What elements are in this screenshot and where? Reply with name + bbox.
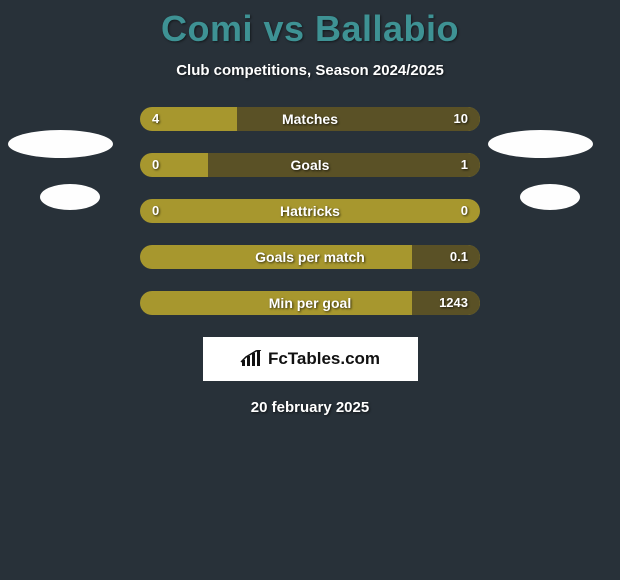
stat-right-value: 1243 [439, 291, 468, 315]
stat-bar: 0Goals1 [140, 153, 480, 177]
comparison-bars: 4Matches100Goals10Hattricks0Goals per ma… [140, 107, 480, 315]
barchart-icon [240, 350, 262, 368]
avatar-ellipse [8, 130, 113, 158]
stat-right-value: 1 [461, 153, 468, 177]
stat-right-value: 0 [461, 199, 468, 223]
chart-area: 4Matches100Goals10Hattricks0Goals per ma… [0, 107, 620, 416]
page-title: Comi vs Ballabio [0, 0, 620, 50]
page-subtitle: Club competitions, Season 2024/2025 [0, 62, 620, 79]
stat-right-value: 10 [454, 107, 468, 131]
avatar-ellipse [488, 130, 593, 158]
avatar-ellipse [520, 184, 580, 210]
stat-label: Min per goal [140, 291, 480, 315]
avatar-ellipse [40, 184, 100, 210]
stat-label: Goals [140, 153, 480, 177]
stat-right-value: 0.1 [450, 245, 468, 269]
stat-bar: 4Matches10 [140, 107, 480, 131]
stat-label: Goals per match [140, 245, 480, 269]
logo-text: FcTables.com [268, 349, 380, 369]
date-label: 20 february 2025 [0, 399, 620, 416]
stat-bar: Min per goal1243 [140, 291, 480, 315]
logo-box: FcTables.com [203, 337, 418, 381]
stat-label: Hattricks [140, 199, 480, 223]
stat-bar: 0Hattricks0 [140, 199, 480, 223]
stat-label: Matches [140, 107, 480, 131]
stat-bar: Goals per match0.1 [140, 245, 480, 269]
